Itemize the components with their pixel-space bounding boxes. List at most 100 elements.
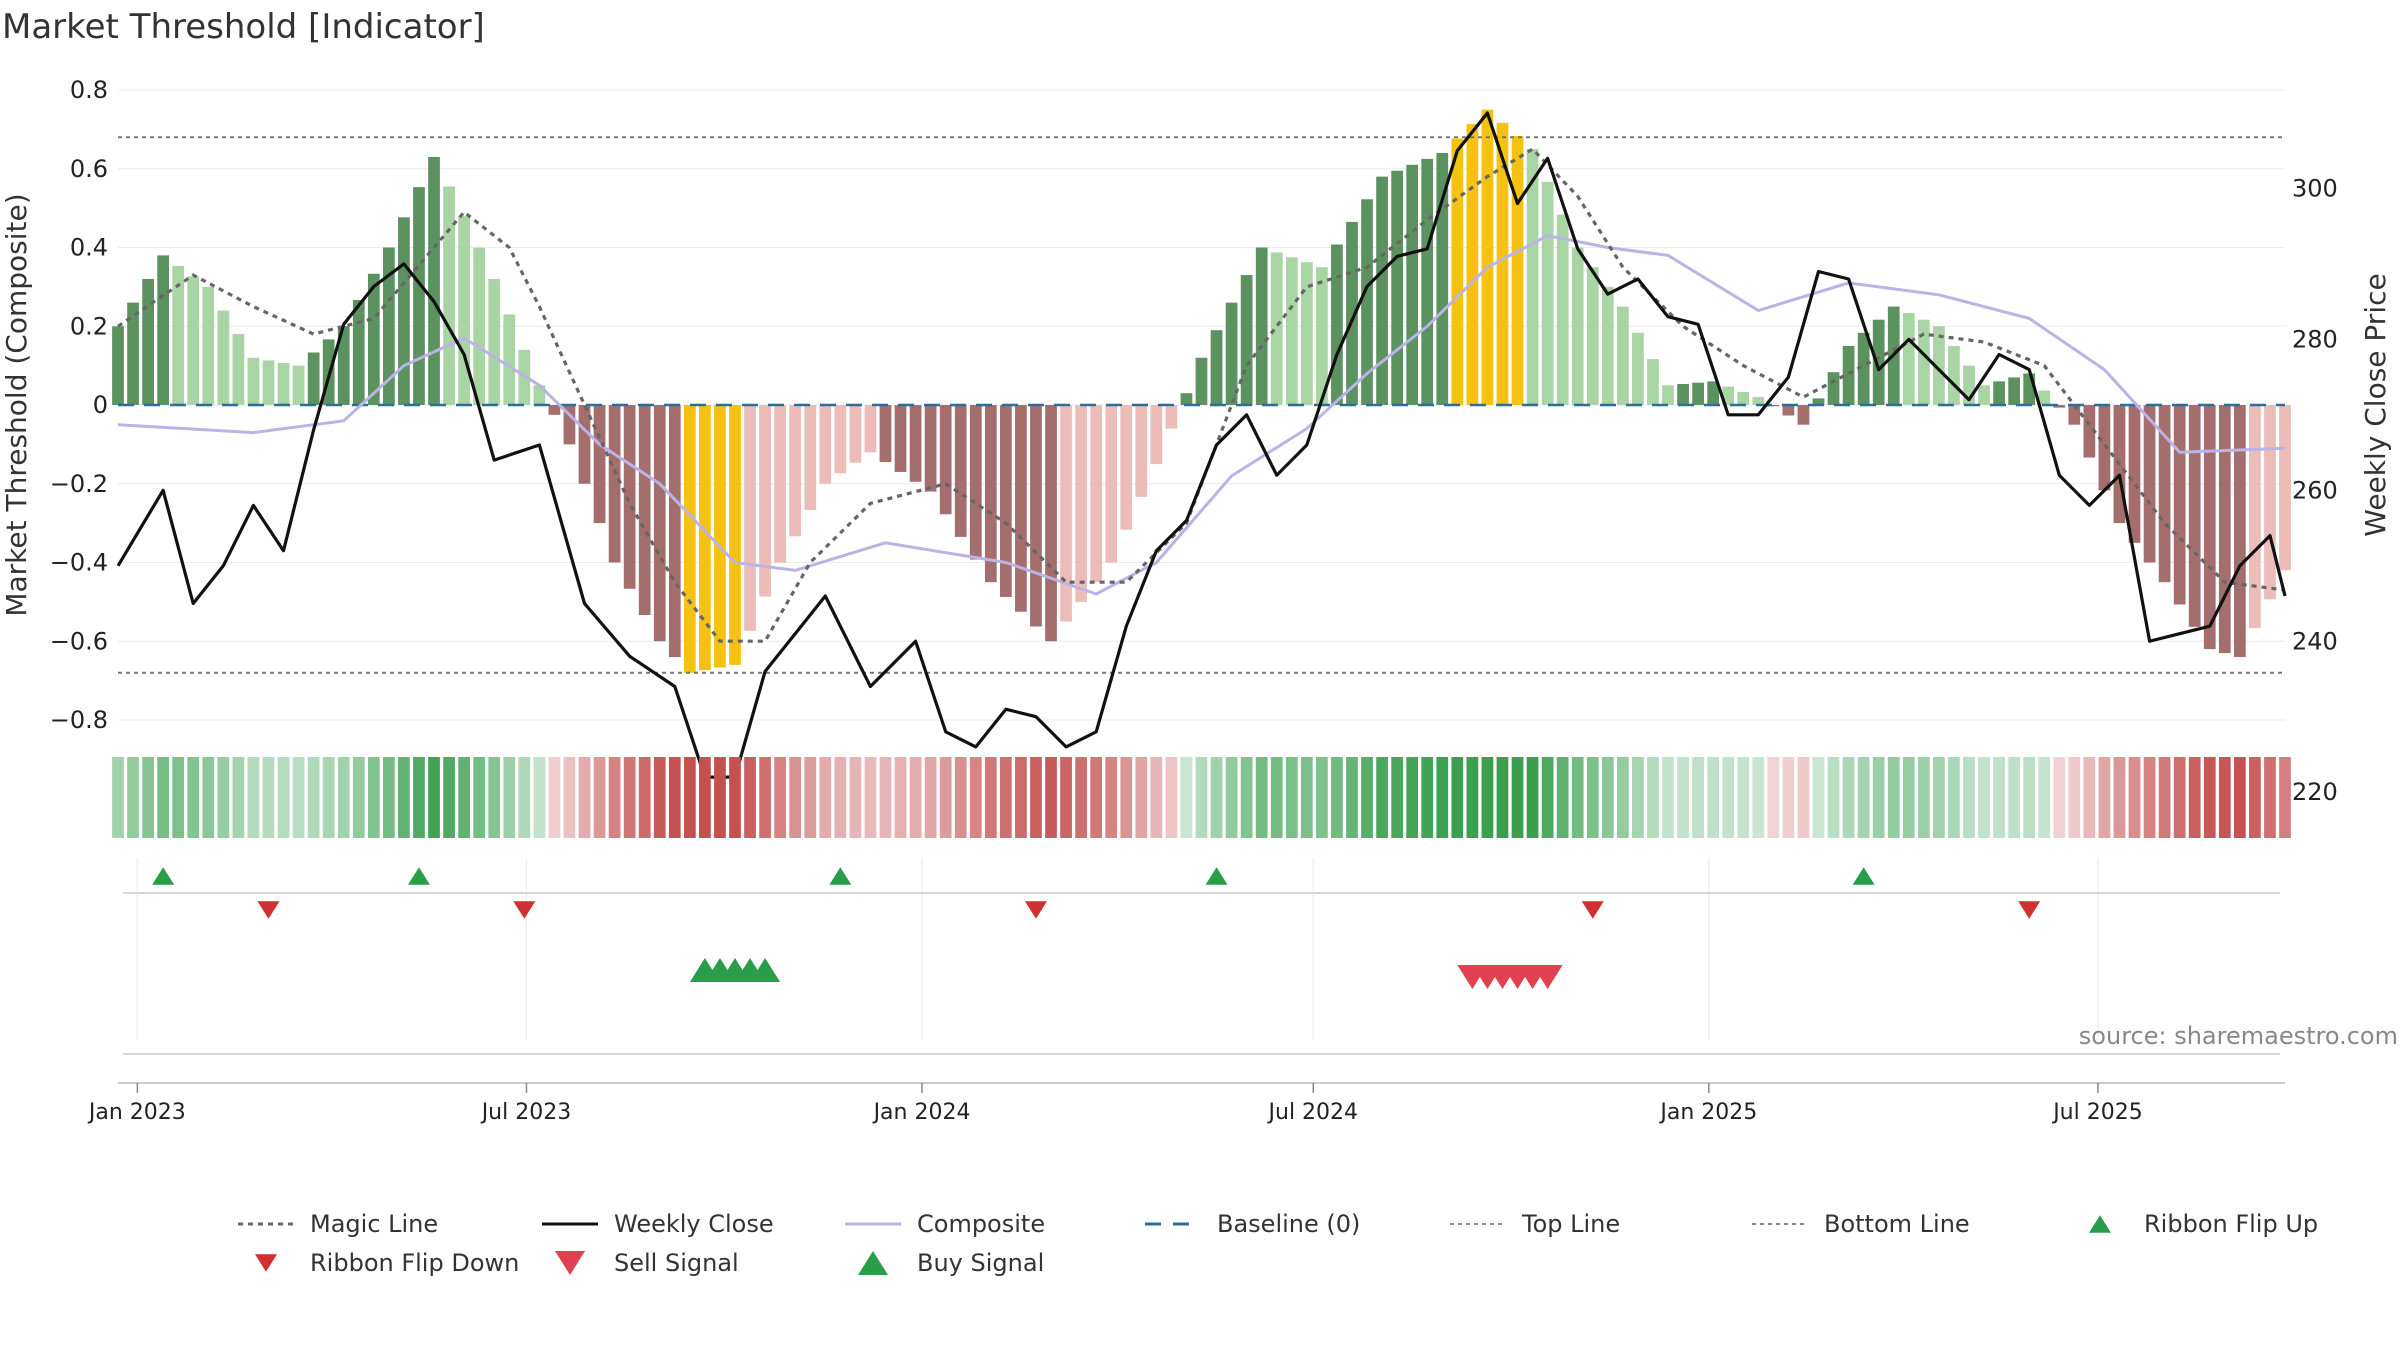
legend-label: Top Line [1521,1210,1620,1238]
ribbon-cell [623,757,636,838]
ribbon-cell [1737,757,1750,838]
composite-bar [1150,405,1163,465]
composite-bar [1692,382,1704,405]
ribbon-cell [1662,757,1674,838]
legend-item: Buy Signal [858,1249,1044,1277]
composite-bar [1481,109,1494,405]
legend-item: Top Line [1450,1210,1620,1238]
ribbon-cell [2038,757,2051,838]
ribbon-cell [999,757,1012,838]
composite-bar [1105,405,1118,563]
composite-bar [1902,313,1915,405]
ribbon-cell [352,757,365,838]
composite-bar [593,405,606,524]
ribbon-cell [322,757,335,838]
composite-bar [1060,405,1072,622]
composite-bar [367,273,380,405]
composite-bar [1300,262,1313,405]
ribbon-strip [112,757,2291,838]
composite-bar [1346,221,1358,405]
ribbon-cell [1030,757,1042,838]
buy-signal-marker [750,958,781,982]
composite-bar [1632,332,1644,405]
ribbon-cell [563,757,576,838]
ribbon-cell [1632,757,1644,838]
legend-swatch [858,1251,888,1275]
ribbon-cell [774,757,787,838]
source-note: source: sharemaestro.com [2079,1022,2398,1050]
ribbon-cell [1948,757,1960,838]
ribbon-cell [262,757,275,838]
ribbon-cell [1872,757,1885,838]
ribbon-cell [1045,757,1057,838]
ribbon-cell [1240,757,1253,838]
composite-bar [1541,181,1554,405]
ribbon-flip-down-marker [257,901,280,919]
composite-bar [1451,138,1464,405]
left-y-tick: −0.4 [50,549,108,577]
ribbon-cell [1300,757,1313,838]
ribbon-cell [1541,757,1554,838]
composite-bar [804,405,817,510]
ribbon-cell [879,757,892,838]
left-y-tick: 0 [93,391,108,419]
ribbon-cell [1451,757,1464,838]
composite-bar [1075,405,1087,602]
legend-label: Buy Signal [917,1249,1044,1277]
composite-bar [2023,373,2036,405]
ribbon-cell [2279,757,2291,838]
composite-bar [112,326,124,405]
ribbon-cell [819,757,832,838]
ribbon-cell [1616,757,1629,838]
composite-bar [744,405,756,631]
ribbon-cell [488,757,501,838]
ribbon-flip-up-marker [407,867,430,885]
ribbon-cell [699,757,711,838]
ribbon-cell [2008,757,2020,838]
composite-bar [1406,164,1419,405]
right-y-axis: 300 280 260 240 220 [2292,174,2338,806]
ribbon-cell [909,757,922,838]
ribbon-flip-up-marker [1852,867,1875,885]
ribbon-cell [1647,757,1659,838]
ribbon-cell [608,757,621,838]
ribbon-cell [1195,757,1208,838]
composite-bar [1255,247,1268,405]
composite-bar [1872,319,1885,405]
ribbon-cell [1060,757,1072,838]
ribbon-cell [2053,757,2066,838]
composite-bar [1466,124,1479,405]
legend-label: Sell Signal [614,1249,739,1277]
composite-bar [2068,405,2081,425]
composite-bar [1165,405,1178,429]
composite-bar [999,405,1012,597]
composite-bar [1767,405,1780,407]
ribbon-cell [984,757,997,838]
legend-label: Bottom Line [1824,1210,1970,1238]
composite-bar [1331,244,1343,405]
legend-swatch [255,1254,277,1272]
series-lines [116,111,2287,779]
right-y-axis-label: Weekly Close Price [2359,273,2392,536]
date-tick-label: Jul 2024 [1267,1100,1359,1125]
composite-bar [142,279,154,405]
composite-bar [262,360,275,405]
ribbon-cell [1015,757,1027,838]
composite-bar [1737,391,1750,405]
ribbon-cell [247,757,260,838]
ribbon-cell [1075,757,1087,838]
composite-bar [1391,170,1404,405]
ribbon-cell [1767,757,1780,838]
composite-bar [337,326,350,405]
ribbon-flip-up-marker [829,867,852,885]
ribbon-cell [2203,757,2216,838]
ribbon-cell [1481,757,1494,838]
ribbon-cell [172,757,185,838]
composite-bar [1511,135,1524,405]
composite-bar [2008,377,2020,405]
composite-bar [277,363,290,405]
left-y-axis: 0.8 0.6 0.4 0.2 0 −0.2 −0.4 −0.6 −0.8 [50,76,108,734]
ribbon-cell [1165,757,1178,838]
ribbon-cell [2249,757,2261,838]
ribbon-cell [1421,757,1434,838]
